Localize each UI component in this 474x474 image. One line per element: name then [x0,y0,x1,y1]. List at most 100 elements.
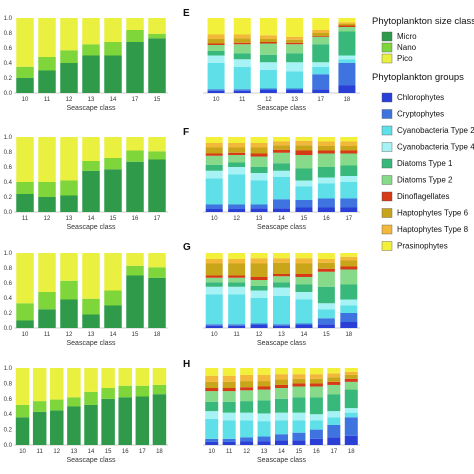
bar-segment [338,22,356,24]
legend-entry: Micro [381,31,417,42]
bar-segment [101,388,115,399]
bar-segment [257,386,271,390]
bar-segment [340,137,358,142]
bar-segment [205,164,223,171]
bar-segment [126,18,144,30]
bar-segment [84,368,98,392]
bar-segment [312,18,330,30]
x-tick-label: 12 [66,332,73,338]
legend-entry: Haptophytes Type 8 [381,224,469,235]
bar-segment [340,182,358,199]
bar-segment [286,36,304,40]
bar-segment [295,145,313,151]
y-tick-label: 0.2 [4,311,13,317]
x-tick-label: 12 [53,449,60,455]
y-tick-label: 0.8 [4,31,13,37]
y-tick-label: 1.0 [4,366,13,372]
bar-segment [67,368,81,398]
bar-segment [340,305,358,313]
bar-segment [67,397,81,407]
bar-segment [295,137,313,141]
bar-segment [340,256,358,261]
legend-label: Nano [397,43,417,52]
bar-segment [340,260,358,267]
bar-segment [273,324,290,326]
bar-segment [340,284,358,300]
bar-segment [273,141,290,146]
bar-segment [16,182,34,194]
bar-segment [340,322,358,328]
x-tick-label: 10 [213,97,220,103]
bar-segment [273,176,290,200]
bar-segment [233,38,251,43]
bar-segment [205,286,223,295]
bar-segment [250,156,268,167]
legend-entry: Diatoms Type 1 [381,158,453,169]
x-tick-label: 10 [211,216,218,222]
bar-segment [317,150,335,154]
bar-segment [84,391,98,405]
legend-label: Cryptophytes [397,110,444,119]
bar-segment [118,385,132,398]
bar-segment [50,399,64,411]
bar-segment [148,277,166,328]
bar-segment [312,36,330,37]
bar-segment [233,53,251,60]
bar-segment [340,299,358,306]
bar-segment [207,51,225,56]
bar-segment [205,209,223,212]
bar-segment [67,406,81,445]
legend-swatch [381,241,393,251]
legend-label: Haptophytes Type 6 [397,209,469,218]
bar-segment [295,323,313,325]
bar-segment [250,325,268,328]
bar-segment [286,71,304,89]
panel-letter: F [183,127,189,138]
x-tick-label: 18 [154,332,161,338]
bar-segment [340,313,358,322]
bar-segment [38,57,56,71]
bar-segment [228,204,246,209]
bar-segment [104,169,122,212]
x-tick-label: 10 [22,97,29,103]
bar-segment [228,137,246,143]
bar-segment [205,277,223,283]
bar-segment [233,89,251,91]
bar-segment [205,401,219,412]
y-tick-label: 0.8 [4,381,13,387]
legend-swatch [381,158,393,169]
bar-segment [205,325,223,328]
bar-segment [60,137,78,181]
bar-segment [135,396,150,445]
x-tick-label: 15 [323,332,330,338]
bar-segment [205,178,223,205]
bar-segment [228,209,246,212]
bar-segment [295,186,313,200]
bar-segment [312,66,330,75]
bar-segment [126,30,144,42]
legend-swatch [381,92,393,103]
bar-segment [222,441,236,445]
bar-segment [60,253,78,281]
bar-segment [104,158,122,170]
bar-segment [317,153,335,167]
bar-segment [104,55,122,93]
legend-swatch [381,109,393,119]
bar-segment [135,368,150,386]
bar-segment [286,39,304,43]
bar-segment [309,374,323,379]
bar-segment [259,42,277,44]
bar-segment [240,381,254,388]
legend-swatch [381,53,393,64]
x-tick-label: 11 [226,449,233,455]
bar-segment [250,208,268,212]
bar-segment [295,180,313,187]
bar-segment [222,412,236,421]
bar-segment [340,165,358,176]
bar-segment [205,438,219,442]
bar-segment [148,33,166,39]
chart-panel-2: 0.0 0.2 0.4 0.6 0.8 1.0 11 12 13 14 15 16 17 Seascape… [4,135,168,231]
bar-segment [257,421,271,437]
bar-segment [317,141,335,146]
bar-segment [205,324,223,326]
